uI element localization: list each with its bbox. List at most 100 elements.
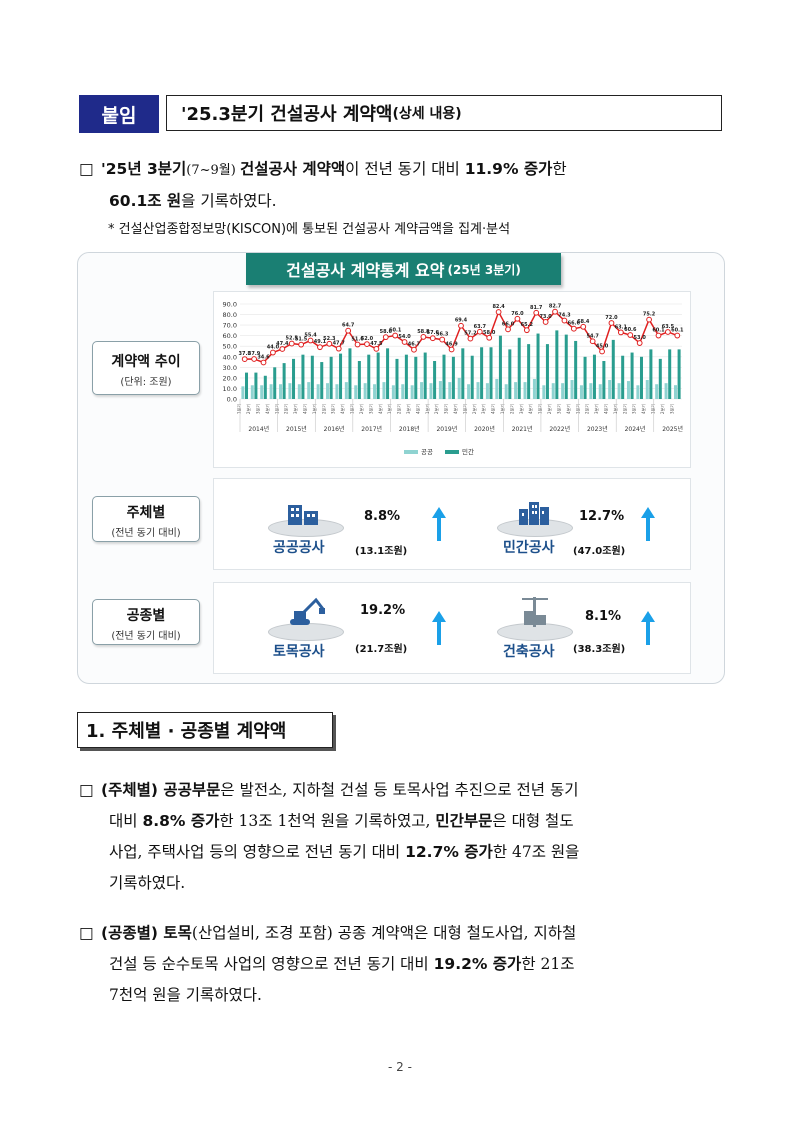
intro-text-2: 한 bbox=[552, 160, 567, 178]
total-point bbox=[382, 334, 389, 341]
intro-subject: 건설공사 계약액 bbox=[239, 160, 346, 178]
para2-text-3: 한 21조 bbox=[521, 955, 575, 973]
total-point bbox=[448, 346, 455, 353]
bar-public bbox=[579, 385, 583, 399]
total-point bbox=[655, 332, 662, 339]
total-point bbox=[599, 348, 605, 355]
para1-text-6: 한 47조 원을 bbox=[492, 843, 580, 861]
private-works-pct: 12.7% bbox=[579, 509, 625, 524]
para1-text-3: 한 13조 1천억 원을 기록하였고, bbox=[219, 812, 436, 830]
bar-public bbox=[617, 383, 621, 399]
bar-private bbox=[329, 356, 333, 399]
year-label: 2017년 bbox=[361, 425, 382, 433]
total-point bbox=[514, 315, 521, 322]
x-tick-label: 2분기 bbox=[621, 404, 627, 414]
year-label: 2023년 bbox=[587, 425, 608, 433]
data-label: 46.7 bbox=[408, 342, 421, 348]
x-tick-label: 4분기 bbox=[640, 404, 646, 414]
trend-label: 계약액 추이 (단위: 조원) bbox=[92, 341, 200, 395]
year-label: 2020년 bbox=[474, 425, 495, 433]
private-building-icon bbox=[519, 502, 549, 525]
contract-trend-chart: 0.0 10.0 20.0 30.0 40.0 50.0 60.0 70.0 80.0 90.0 1… bbox=[213, 291, 691, 468]
legend-swatch-private bbox=[445, 450, 459, 454]
bar-private bbox=[583, 356, 587, 399]
total-point bbox=[674, 332, 681, 339]
x-tick-label: 2분기 bbox=[471, 404, 477, 414]
data-label: 82.7 bbox=[549, 304, 562, 310]
y-tick-label: 70.0 bbox=[223, 322, 237, 330]
year-label: 2024년 bbox=[625, 425, 646, 433]
para2-civil-pct: 19.2% 증가 bbox=[433, 955, 522, 973]
bar-public bbox=[391, 385, 395, 399]
bar-public bbox=[673, 385, 677, 399]
para1-private: 민간부문 bbox=[435, 812, 493, 830]
y-tick-label: 0.0 bbox=[227, 396, 237, 404]
data-label: 60.1 bbox=[652, 328, 665, 334]
bar-private bbox=[658, 358, 662, 399]
bar-private bbox=[574, 340, 578, 399]
total-point bbox=[288, 340, 295, 347]
bar-public bbox=[514, 382, 518, 399]
x-tick-label: 3분기 bbox=[480, 404, 486, 414]
bar-public bbox=[598, 384, 602, 399]
bar-public bbox=[608, 380, 612, 399]
civil-up-arrow-icon bbox=[432, 611, 446, 645]
x-tick-label: 1분기 bbox=[311, 404, 317, 414]
subject-paragraph: □ (주체별) 공공부문은 발전소, 지하철 건설 등 토목사업 추진으로 전년 … bbox=[79, 775, 724, 899]
para1-text-4: 은 대형 철도 bbox=[492, 812, 574, 830]
x-tick-label: 1분기 bbox=[349, 404, 355, 414]
type-paragraph: □ (공종별) 토목(산업설비, 조경 포함) 공종 계약액은 대형 철도사업, … bbox=[79, 918, 724, 1011]
bar-private bbox=[367, 354, 371, 399]
bar-private bbox=[348, 348, 352, 399]
bar-public bbox=[382, 382, 386, 399]
bar-private bbox=[254, 372, 258, 399]
para1-text-2: 대비 bbox=[109, 812, 143, 830]
x-tick-label: 1분기 bbox=[424, 404, 430, 414]
total-point bbox=[495, 309, 502, 315]
data-label: 51.5 bbox=[295, 337, 308, 343]
bar-private bbox=[310, 355, 314, 399]
y-tick-label: 20.0 bbox=[223, 374, 237, 382]
data-label: 52.0 bbox=[361, 336, 374, 342]
intro-text-3: 을 기록하였다. bbox=[181, 192, 277, 210]
data-label: 58.0 bbox=[483, 330, 496, 336]
bar-private bbox=[480, 347, 484, 399]
data-label: 37.8 bbox=[239, 351, 252, 357]
year-label: 2021년 bbox=[512, 425, 533, 433]
bar-private bbox=[630, 352, 634, 399]
bar-public bbox=[344, 382, 348, 399]
construction-crane-icon bbox=[522, 597, 548, 627]
intro-text: 이 전년 동기 대비 bbox=[345, 160, 465, 178]
total-point bbox=[335, 345, 342, 352]
bar-public bbox=[354, 385, 358, 399]
summary-title-suffix: (25년 3분기) bbox=[447, 262, 521, 277]
bar-private bbox=[404, 354, 408, 399]
year-label: 2019년 bbox=[436, 425, 457, 433]
data-label: 63.7 bbox=[474, 324, 487, 330]
data-label: 74.3 bbox=[558, 313, 571, 319]
total-point bbox=[411, 346, 417, 353]
para1-private-pct: 12.7% 증가 bbox=[405, 843, 493, 861]
chart-svg: 0.0 10.0 20.0 30.0 40.0 50.0 60.0 70.0 80.0 90.0 1… bbox=[223, 301, 684, 457]
data-label: 53.0 bbox=[634, 335, 647, 341]
total-point bbox=[260, 359, 267, 366]
bar-private bbox=[592, 354, 596, 399]
data-label: 60.6 bbox=[624, 327, 637, 333]
bar-private bbox=[470, 355, 474, 399]
year-label: 2022년 bbox=[549, 425, 570, 433]
total-point bbox=[354, 341, 361, 348]
bar-private bbox=[508, 349, 512, 399]
summary-title: 건설공사 계약통계 요약 (25년 3분기) bbox=[246, 253, 561, 285]
data-label: 47.7 bbox=[333, 341, 346, 347]
x-tick-label: 4분기 bbox=[527, 404, 533, 414]
data-label: 75.2 bbox=[643, 312, 656, 318]
private-works-name: 민간공사 bbox=[503, 540, 555, 556]
data-label: 49.1 bbox=[314, 339, 327, 345]
bar-private bbox=[545, 344, 549, 399]
bar-public bbox=[485, 383, 489, 399]
total-point bbox=[429, 335, 436, 342]
bar-public bbox=[250, 385, 254, 399]
para1-public: 공공부문 bbox=[163, 781, 221, 799]
x-tick-label: 2분기 bbox=[508, 404, 514, 414]
data-label: 37.9 bbox=[248, 351, 261, 357]
